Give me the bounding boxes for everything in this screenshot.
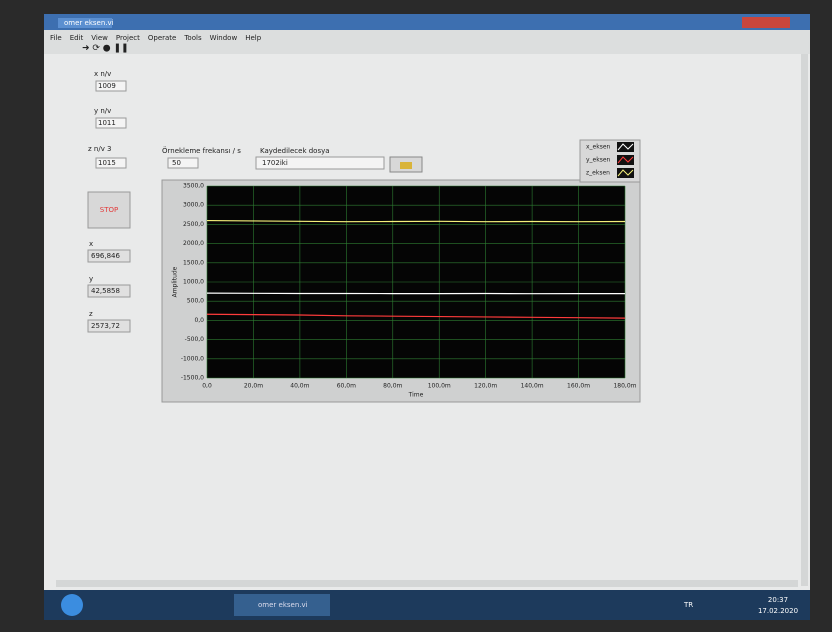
folder-icon [400,162,412,169]
menu-item[interactable]: Operate [148,34,176,42]
series-line [207,293,625,294]
v-scrollbar[interactable] [801,54,808,586]
label: y n/v [94,107,111,115]
y-tick-label: 1500,0 [183,259,204,266]
y-tick-label: 500,0 [187,298,204,305]
menu-item[interactable]: Help [245,34,262,42]
y-tick-label: -1000,0 [181,355,204,362]
menu-item[interactable]: Window [210,34,238,42]
window-buttons[interactable] [742,17,790,28]
value: 696,846 [91,252,120,260]
y-tick-label: -500,0 [185,336,205,343]
label: y [89,275,93,283]
y-tick-label: 3000,0 [183,202,204,209]
y-tick-label: 0,0 [194,317,204,324]
clock-date: 17.02.2020 [758,607,798,615]
screen: omer eksen.vi File Edit View Project Operate… [0,0,832,628]
label: x [89,240,93,248]
y-tick-label: 3500,0 [183,183,204,190]
clock-time: 20:37 [768,596,788,604]
label: z [89,310,93,318]
page: omer eksen.vi File Edit View Project Operate… [0,0,832,628]
menu-item[interactable]: File [50,34,62,42]
legend-label: y_eksen [586,157,611,164]
x-tick-label: 40,0m [290,383,309,390]
window-title: omer eksen.vi [64,19,114,27]
x-tick-label: 100,0m [428,383,451,390]
y-axis-label: Amplitude [172,266,179,297]
start-button[interactable] [61,594,83,616]
x-tick-label: 160,0m [567,383,590,390]
value: 42,5858 [91,287,120,295]
value: 50 [172,159,181,167]
title-bar [44,14,810,30]
x-tick-label: 140,0m [521,383,544,390]
menu-item[interactable]: Project [116,34,140,42]
x-tick-label: 20,0m [244,383,263,390]
x-axis-label: Time [408,392,424,399]
y-tick-label: 2500,0 [183,221,204,228]
x-tick-label: 0,0 [202,383,212,390]
x-tick-label: 120,0m [474,383,497,390]
y-tick-label: -1500,0 [181,375,204,382]
x-tick-label: 60,0m [337,383,356,390]
menu-item[interactable]: View [91,34,108,42]
label: z n/v 3 [88,145,112,153]
y-tick-label: 1000,0 [183,279,204,286]
value: 1009 [98,82,116,90]
h-scrollbar[interactable] [56,580,798,587]
value: 2573,72 [91,322,120,330]
legend-label: x_eksen [586,144,611,151]
value: 1015 [98,159,116,167]
value: 1702iki [262,159,288,167]
stop-label: STOP [100,206,118,214]
menu-item[interactable]: Edit [70,34,84,42]
label: Kaydedilecek dosya [260,147,330,155]
task-label: omer eksen.vi [258,601,308,609]
x-tick-label: 180,0m [613,383,636,390]
taskbar [44,590,810,620]
legend-label: z_eksen [586,170,610,177]
menu-item[interactable]: Tools [183,34,202,42]
x-tick-label: 80,0m [383,383,402,390]
run-tools[interactable]: ➜ ⟳ ● ❚❚ [82,44,129,54]
label: Örnekleme frekansı / s [162,146,241,155]
value: 1011 [98,119,116,127]
lang: TR [683,601,693,609]
y-tick-label: 2000,0 [183,240,204,247]
label: x n/v [94,70,111,78]
